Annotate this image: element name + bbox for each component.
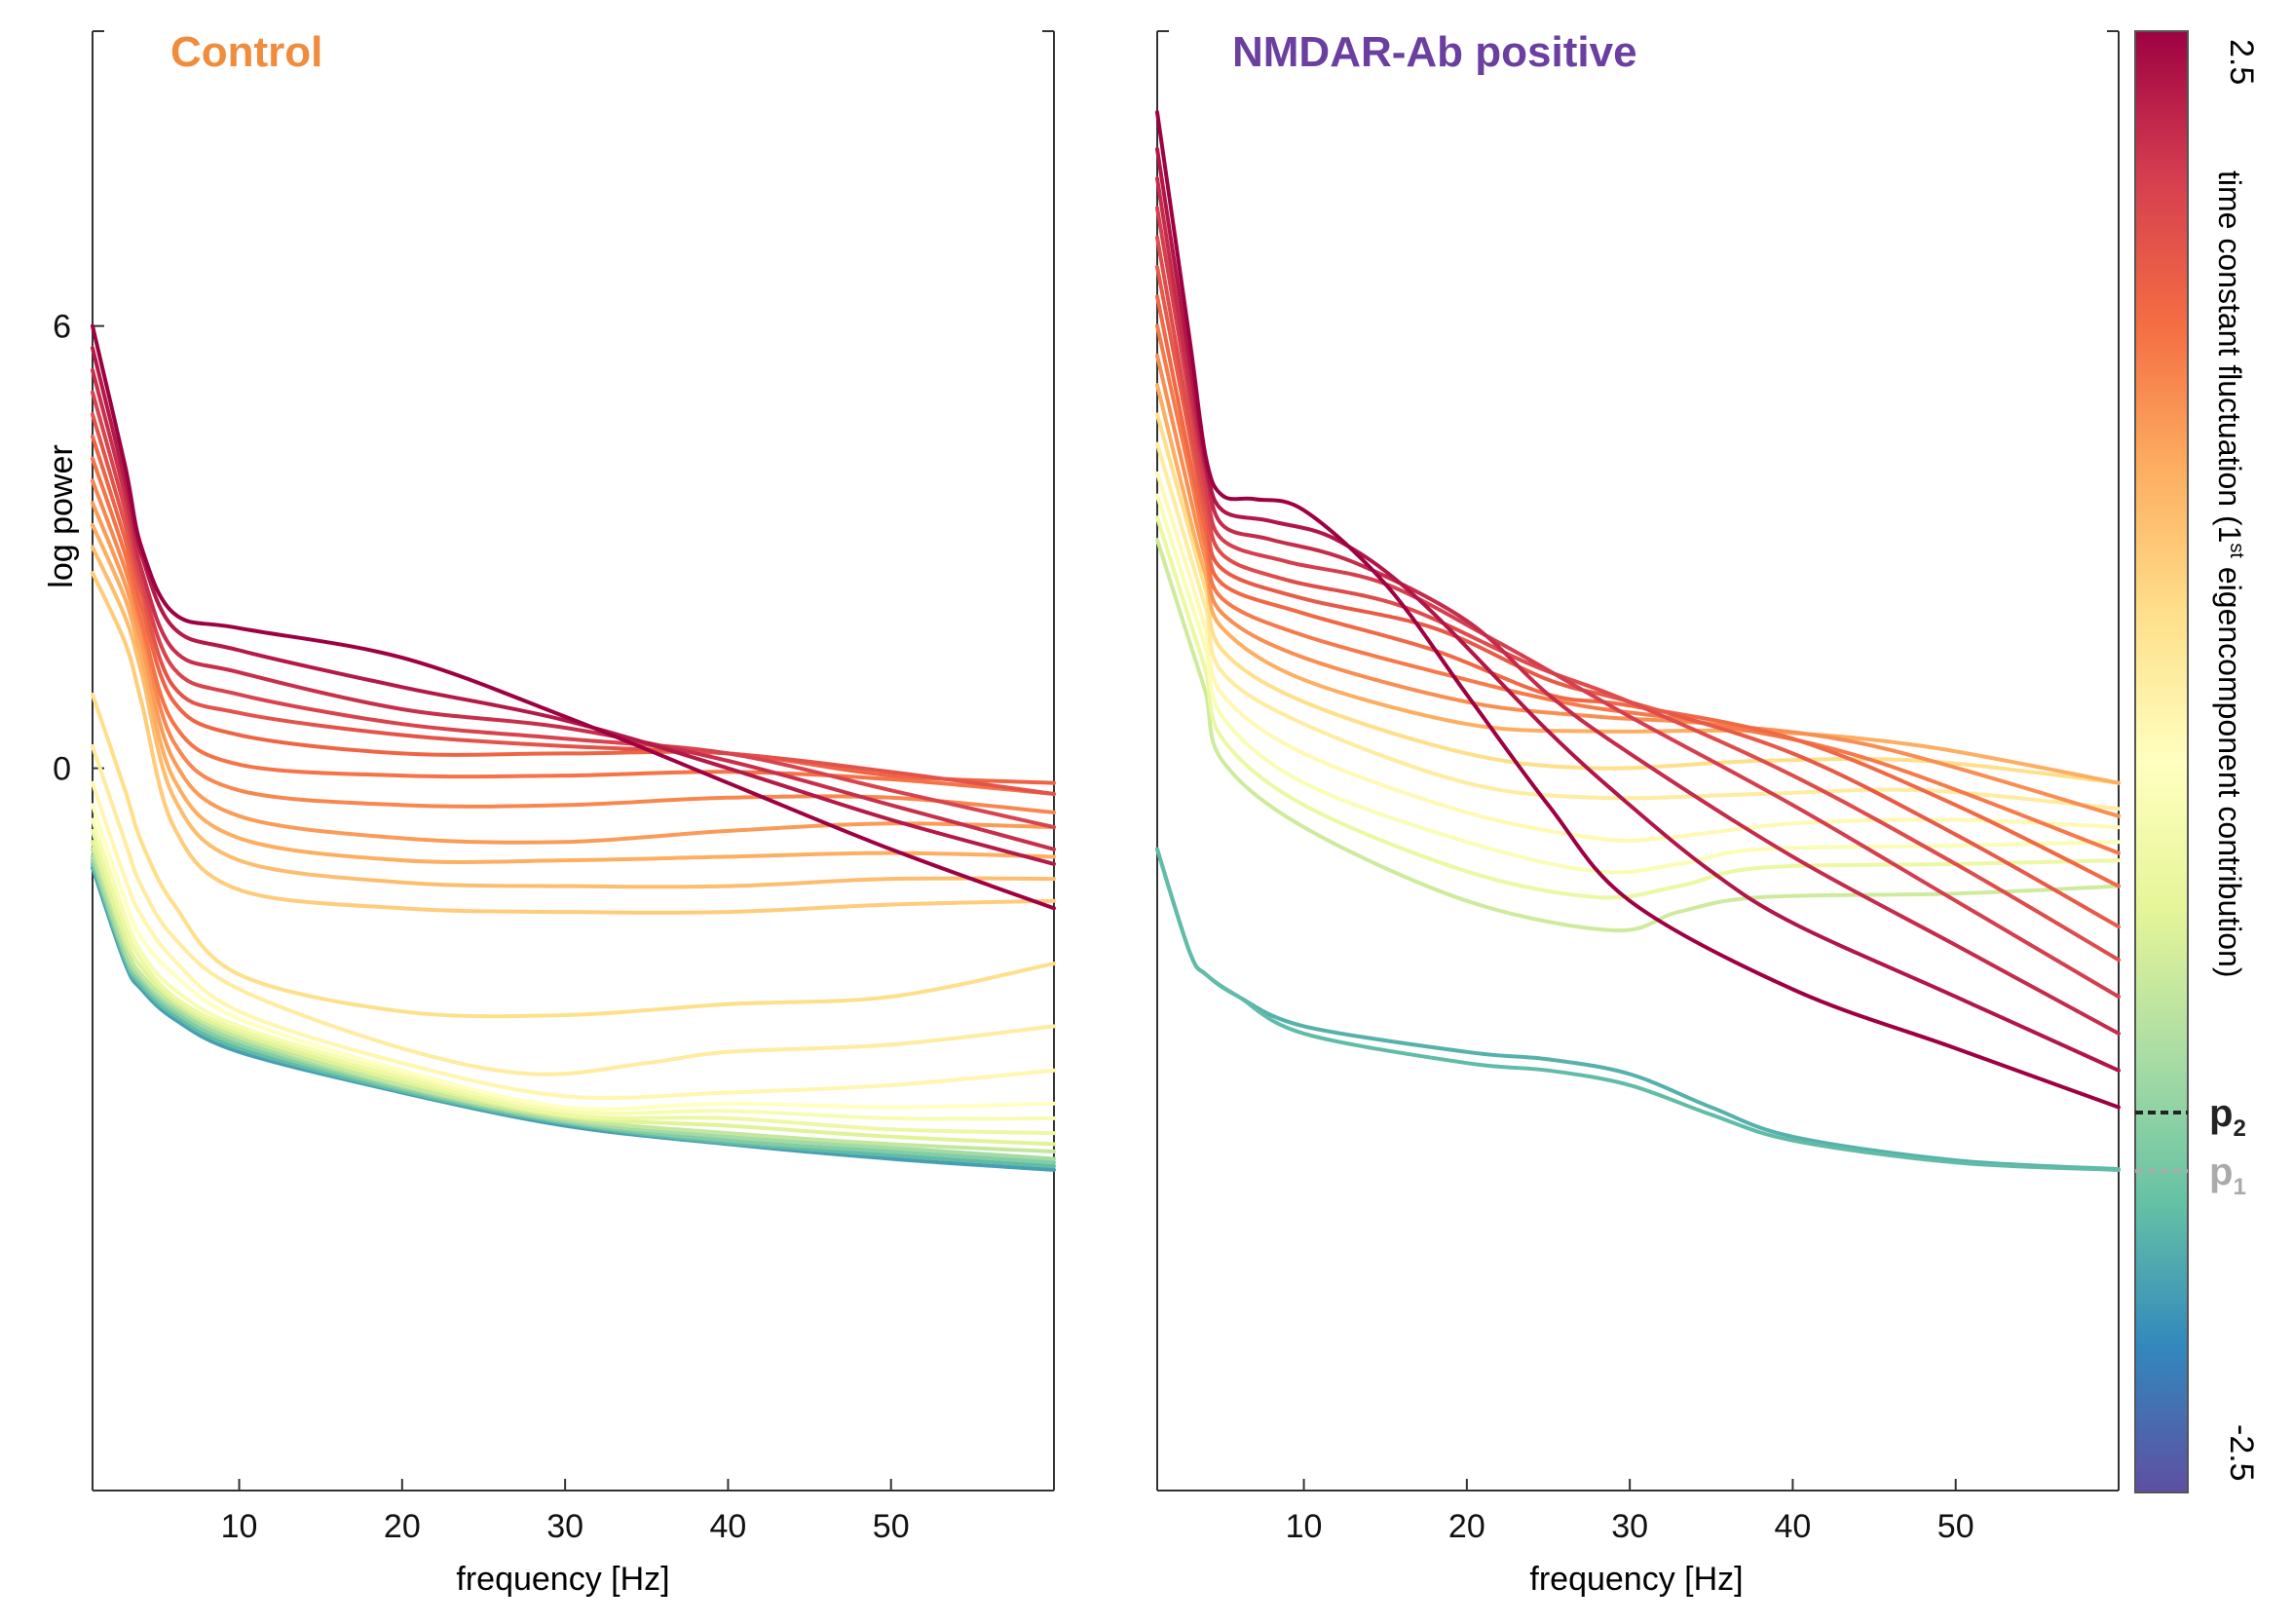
x-axis-label-control: frequency [Hz] bbox=[456, 1561, 669, 1598]
marker-subscript: 2 bbox=[2233, 1115, 2245, 1142]
panel-title-control: Control bbox=[170, 28, 322, 76]
panel-title-nmdar: NMDAR-Ab positive bbox=[1232, 28, 1637, 76]
series-line bbox=[91, 803, 1056, 1112]
series-line bbox=[91, 861, 1056, 1169]
series-line bbox=[91, 828, 1056, 1136]
series-line bbox=[1155, 847, 2121, 1172]
y-tick-label: 0 bbox=[53, 751, 71, 788]
series-line bbox=[91, 840, 1056, 1147]
x-tick-label: 50 bbox=[873, 1508, 910, 1545]
series-line bbox=[1155, 206, 2121, 1000]
series-line bbox=[91, 545, 1056, 889]
series-line bbox=[91, 412, 1056, 796]
series-group-nmdar bbox=[1155, 110, 2121, 1172]
axes-nmdar: 10 20 30 40 50 bbox=[1156, 30, 2120, 1545]
series-line bbox=[1155, 147, 2121, 1073]
series-line bbox=[91, 478, 1056, 814]
series-line bbox=[91, 390, 1056, 830]
series-line bbox=[1155, 353, 2121, 818]
x-tick-label: 20 bbox=[1448, 1508, 1485, 1545]
y-tick-label: 6 bbox=[53, 309, 71, 346]
series-line bbox=[1155, 294, 2121, 888]
series-line bbox=[91, 323, 1056, 911]
series-line bbox=[91, 692, 1056, 1019]
colorbar-title-end: eigencomponent contribution) bbox=[2212, 558, 2247, 978]
series-line bbox=[1155, 515, 2121, 900]
series-line bbox=[91, 780, 1056, 1101]
x-tick-label: 20 bbox=[384, 1508, 421, 1545]
series-line bbox=[91, 522, 1056, 864]
colorbar-max-label: 2.5 bbox=[2223, 39, 2260, 85]
series-line bbox=[1155, 110, 2121, 1110]
x-tick-label: 50 bbox=[1937, 1508, 1974, 1545]
series-line bbox=[91, 858, 1056, 1165]
colorbar-marker-label-p1: p1 bbox=[2209, 1151, 2246, 1200]
marker-subscript: 1 bbox=[2233, 1174, 2245, 1200]
panel-nmdar: 10 20 30 40 50 NMDAR-Ab positive bbox=[1155, 28, 2121, 1545]
x-tick-label: 10 bbox=[1286, 1508, 1323, 1545]
marker-letter: p bbox=[2209, 1092, 2233, 1135]
y-axis-label: log power bbox=[43, 444, 80, 587]
series-line bbox=[91, 817, 1056, 1121]
series-line bbox=[1155, 235, 2121, 963]
series-line bbox=[1155, 412, 2121, 785]
series-line bbox=[1155, 847, 2121, 1172]
x-axis-label-nmdar: frequency [Hz] bbox=[1529, 1561, 1743, 1598]
series-line bbox=[91, 847, 1056, 1153]
series-line bbox=[1155, 323, 2121, 855]
colorbar-gradient bbox=[2134, 30, 2189, 1493]
x-tick-label: 40 bbox=[710, 1508, 747, 1545]
series-line bbox=[1155, 493, 2121, 875]
x-tick-label: 40 bbox=[1775, 1508, 1812, 1545]
series-line bbox=[1155, 441, 2121, 812]
series-line bbox=[1155, 265, 2121, 929]
series-line bbox=[91, 571, 1056, 915]
colorbar-marker-label-p2: p2 bbox=[2209, 1092, 2246, 1142]
series-line bbox=[1155, 538, 2121, 933]
series-line bbox=[91, 346, 1056, 866]
marker-letter: p bbox=[2209, 1151, 2233, 1193]
series-line bbox=[1155, 383, 2121, 785]
colorbar-title-main: time constant fluctuation (1 bbox=[2212, 170, 2247, 543]
colorbar-title: time constant fluctuation (1st eigencomp… bbox=[2212, 170, 2247, 977]
colorbar-title-sup: st bbox=[2226, 543, 2247, 558]
series-group-control bbox=[91, 323, 1056, 1172]
x-tick-label: 10 bbox=[221, 1508, 258, 1545]
series-line bbox=[91, 368, 1056, 851]
series-line bbox=[91, 434, 1056, 785]
x-tick-label: 30 bbox=[546, 1508, 583, 1545]
colorbar-min-label: -2.5 bbox=[2223, 1424, 2260, 1482]
x-tick-label: 30 bbox=[1611, 1508, 1648, 1545]
series-line bbox=[91, 743, 1056, 1076]
